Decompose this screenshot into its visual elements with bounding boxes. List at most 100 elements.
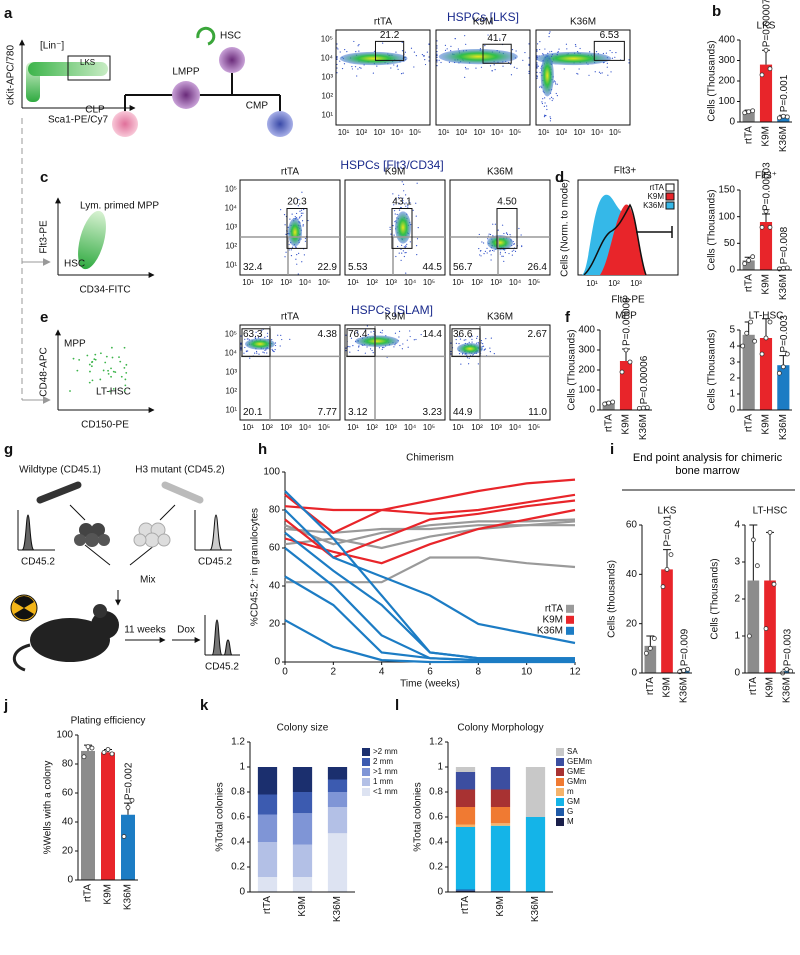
data-point: [742, 110, 748, 116]
gate-value: 21.2: [380, 30, 400, 41]
p-value: P=0.00006: [639, 355, 650, 404]
x-axis-label: CD150-PE: [81, 420, 129, 431]
x-tick-label: 10²: [556, 128, 568, 137]
event-dot: [123, 389, 126, 392]
event-dot: [392, 193, 394, 195]
event-dot: [536, 58, 538, 60]
event-dot: [611, 57, 614, 59]
event-dot: [466, 354, 468, 356]
y-tick-label: 10⁵: [321, 35, 333, 44]
event-dot: [345, 347, 347, 349]
event-dot: [339, 60, 341, 62]
event-dot: [528, 64, 530, 66]
legend-swatch: [362, 768, 370, 776]
event-dot: [478, 247, 480, 250]
event-dot: [353, 40, 355, 43]
event-dot: [288, 249, 290, 251]
gate: [593, 40, 625, 61]
x-tick-label: 10²: [261, 278, 273, 287]
y-tick-label: 0: [729, 265, 735, 276]
legend-swatch: [362, 748, 370, 756]
cell-cluster: [133, 522, 171, 548]
x-tick-label: K9M: [621, 414, 632, 435]
y-tick-label: 1: [729, 389, 735, 400]
legend-swatch: [665, 201, 675, 210]
event-dot: [511, 250, 513, 252]
plot-frame: [335, 29, 431, 126]
event-dot: [404, 51, 406, 53]
y-tick-label: 100: [718, 96, 735, 107]
bar-segment: [292, 813, 313, 845]
event-dot: [371, 349, 373, 352]
chart-title: Chimerism: [406, 453, 454, 464]
cell-label: CLP: [85, 105, 105, 116]
event-dot: [398, 252, 400, 254]
p-value: P=0.01: [663, 514, 674, 546]
data-point: [784, 114, 790, 120]
panel-label: f: [565, 309, 571, 326]
marker-label: CD45.2: [21, 557, 55, 568]
y-tick-label: 10²: [321, 92, 333, 101]
event-dot: [464, 35, 466, 37]
density: [438, 49, 518, 65]
lineage-tree: [124, 73, 281, 112]
cell-label: CMP: [246, 101, 269, 112]
event-dot: [240, 347, 242, 349]
event-dot: [544, 102, 546, 104]
event-dot: [401, 50, 404, 52]
event-dot: [90, 365, 93, 368]
panel-label: j: [3, 697, 8, 714]
event-dot: [450, 45, 452, 47]
event-dot: [610, 71, 612, 73]
legend-label: M: [567, 817, 574, 826]
event-dot: [393, 210, 396, 212]
x-tick-label: 10⁴: [299, 423, 312, 432]
y-tick-label: 0.8: [429, 787, 443, 798]
chart-title: MPP: [615, 311, 637, 322]
data-point: [89, 745, 95, 751]
event-dot: [402, 250, 404, 252]
data-point: [121, 834, 127, 839]
event-dot: [588, 74, 590, 76]
legend-swatch: [556, 808, 564, 816]
event-dot: [405, 205, 407, 207]
event-dot: [119, 360, 122, 363]
event-dot: [423, 55, 425, 57]
legend-label: >2 mm: [373, 747, 398, 756]
event-dot: [274, 348, 276, 351]
event-dot: [513, 243, 515, 245]
event-dot: [247, 338, 249, 340]
p-value: P=0.00003: [762, 162, 773, 211]
error-bar: [663, 549, 671, 570]
event-dot: [489, 350, 491, 353]
event-dot: [516, 67, 518, 69]
event-dot: [436, 51, 438, 53]
event-dot: [504, 251, 506, 254]
event-dot: [358, 44, 360, 46]
chart-title: LKS: [757, 21, 776, 32]
data-point: [763, 335, 769, 341]
event-dot: [298, 199, 300, 201]
y-tick-label: 40: [626, 569, 638, 580]
event-dot: [484, 250, 486, 252]
flow-plot: K36M 36.6 2.67 44.9 11.0 10¹ 10² 10³ 10⁴ 10⁵: [449, 312, 551, 432]
event-dot: [602, 52, 604, 55]
event-dot: [345, 334, 347, 336]
data-point: [763, 626, 769, 631]
bar: [619, 361, 633, 410]
event-dot: [296, 263, 298, 265]
y-tick-label: 0: [631, 668, 637, 679]
event-dot: [468, 363, 470, 365]
chart-title: LT-HSC: [753, 506, 788, 517]
event-dot: [337, 48, 339, 50]
data-point: [651, 636, 657, 641]
event-dot: [400, 206, 402, 209]
x-tick-label: K36M: [781, 677, 792, 703]
event-dot: [125, 363, 128, 366]
x-tick-label: 10²: [608, 279, 620, 288]
data-point: [767, 224, 773, 230]
event-dot: [528, 70, 530, 72]
y-axis-label: Cells (Norm. to mode): [560, 179, 571, 277]
event-dot: [72, 357, 75, 360]
